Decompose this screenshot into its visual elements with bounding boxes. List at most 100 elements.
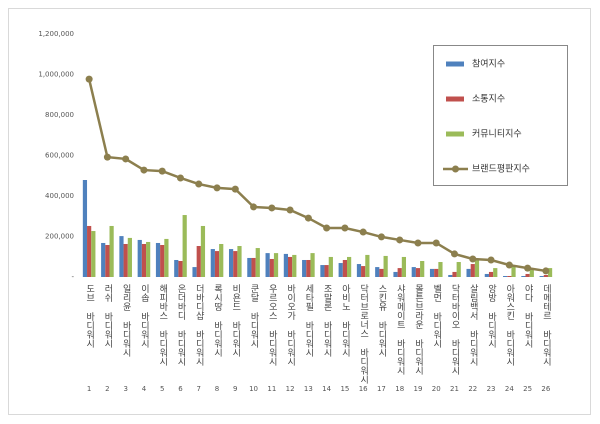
bar — [228, 249, 234, 277]
bar — [196, 246, 201, 277]
bar — [397, 268, 402, 277]
rank-label: 2 — [105, 385, 109, 393]
y-tick-label: 1,000,000 — [38, 71, 74, 79]
line-marker — [250, 203, 258, 211]
bar — [448, 274, 453, 277]
rank-label: 22 — [468, 385, 477, 393]
bar — [105, 245, 110, 277]
x-tick-label: 바이오가 바디워시 — [285, 284, 295, 366]
x-tick-label: 벨먼 바디워시 — [431, 284, 441, 348]
bar — [192, 267, 197, 277]
line-marker — [158, 167, 166, 175]
x-tick-label: 데메테르 바디워시 — [541, 284, 551, 366]
rank-label: 20 — [432, 385, 441, 393]
bar — [484, 273, 489, 277]
bar — [146, 241, 151, 277]
bar — [420, 261, 425, 277]
rank-label: 18 — [395, 385, 404, 393]
bar — [361, 266, 366, 277]
y-tick-label: - — [71, 273, 74, 281]
bar — [265, 253, 270, 277]
x-tick-label: 조말론 바디워시 — [322, 284, 332, 357]
bar — [237, 246, 242, 277]
x-tick-label: 일리윤 바디워시 — [121, 284, 131, 357]
rank-label: 21 — [450, 385, 459, 393]
bar — [164, 238, 169, 277]
rank-label: 6 — [178, 385, 183, 393]
rank-label: 16 — [359, 385, 368, 393]
legend-swatch — [446, 131, 464, 137]
rank-label: 4 — [142, 385, 147, 393]
rank-label: 7 — [197, 385, 201, 393]
bar — [320, 265, 325, 277]
bar — [456, 262, 461, 277]
bar — [302, 259, 307, 277]
bar — [178, 261, 183, 277]
y-tick-label: 1,200,000 — [38, 30, 74, 38]
x-tick-label: 도브 바디워시 — [84, 284, 94, 348]
bar — [365, 254, 370, 277]
bar — [521, 275, 526, 277]
line-marker — [103, 153, 111, 161]
bar — [347, 256, 352, 277]
bar — [379, 268, 384, 277]
x-tick-label: 닥터브로너스 바디워시 — [358, 284, 368, 384]
bar — [269, 258, 274, 277]
bar — [474, 258, 480, 277]
bar — [87, 225, 92, 277]
bar — [273, 253, 279, 277]
bar — [507, 275, 512, 277]
line-marker — [304, 214, 312, 222]
x-tick-label: 우르오스 바디워시 — [267, 284, 277, 366]
bar — [101, 242, 106, 277]
x-tick-label: 록시땅 바디워시 — [212, 284, 222, 357]
rank-label: 1 — [87, 385, 91, 393]
bar — [155, 242, 161, 277]
line-marker — [323, 224, 331, 232]
line-marker — [414, 239, 422, 247]
legend-swatch — [446, 61, 464, 67]
x-tick-label: 몰튼브라운 바디워시 — [413, 284, 423, 375]
rank-label: 23 — [487, 385, 496, 393]
bar — [160, 245, 165, 277]
bar — [356, 264, 362, 277]
line-marker — [176, 174, 184, 182]
line-marker — [542, 267, 550, 275]
line-marker — [231, 185, 239, 193]
x-tick-label: 닥터바이오 바디워시 — [450, 284, 460, 375]
line-marker — [505, 261, 513, 269]
rank-label: 17 — [377, 385, 386, 393]
bar — [466, 268, 471, 277]
x-tick-label: 스킨유 바디워시 — [376, 284, 386, 357]
line-marker — [341, 224, 349, 232]
bar — [328, 256, 333, 277]
x-tick-label: 야다 바디워시 — [523, 284, 533, 348]
line-marker — [213, 184, 221, 192]
bar — [210, 249, 215, 277]
line-marker — [195, 180, 203, 188]
line-marker — [286, 206, 294, 214]
y-tick-label: 600,000 — [45, 152, 74, 160]
bar — [411, 267, 416, 277]
bar — [434, 268, 439, 277]
bar — [488, 271, 494, 277]
line-marker — [524, 264, 532, 272]
legend-label: 브랜드평판지수 — [472, 164, 530, 175]
rank-label: 5 — [160, 385, 164, 393]
bar — [219, 243, 224, 277]
x-tick-label: 아비노 바디워시 — [340, 284, 350, 357]
bar — [91, 231, 96, 277]
x-tick-label: 러쉬 바디워시 — [102, 284, 112, 348]
legend-label: 소통지수 — [472, 94, 505, 105]
rank-label: 12 — [286, 385, 295, 393]
rank-label: 9 — [233, 385, 237, 393]
bar — [393, 271, 398, 277]
legend-swatch — [446, 96, 464, 102]
x-tick-label: 살림백서 바디워시 — [468, 284, 478, 366]
bar — [529, 268, 534, 277]
bar — [119, 236, 124, 277]
bar — [511, 265, 516, 277]
bar — [174, 259, 179, 277]
bar — [401, 256, 407, 277]
bar — [543, 274, 548, 277]
